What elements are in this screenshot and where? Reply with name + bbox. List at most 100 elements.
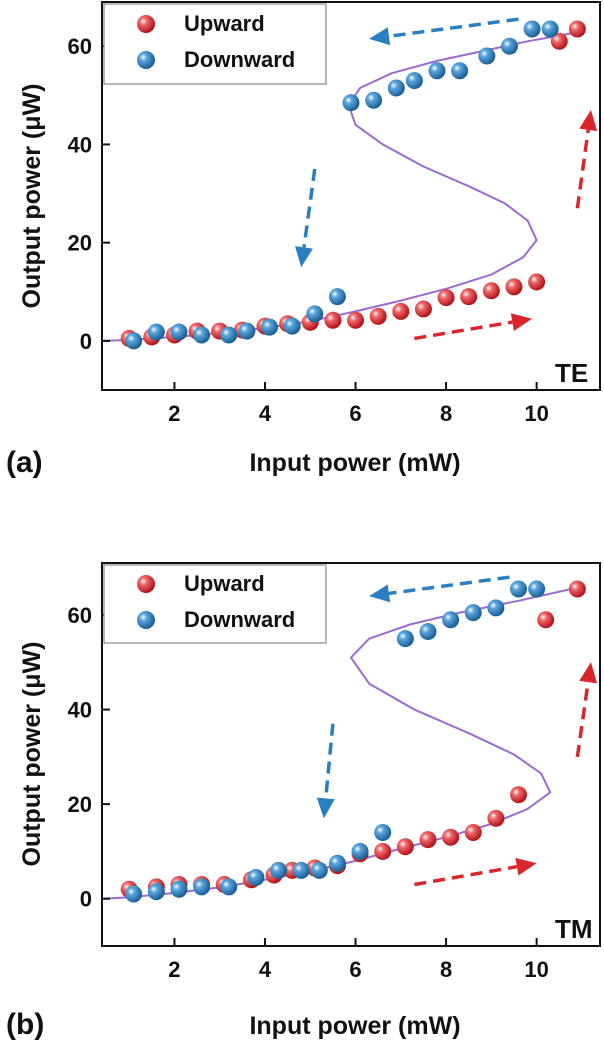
downward-point-12: [387, 79, 405, 97]
upward-point-16: [487, 809, 505, 827]
points-b: [120, 580, 586, 903]
y-tick-label-0: 0: [80, 329, 92, 354]
arrow-shaft-1: [302, 168, 317, 248]
upward-point-15: [460, 288, 478, 306]
x-tick-label-8: 8: [440, 401, 452, 426]
x-tick-label-6: 6: [349, 957, 361, 982]
arrow-head-3: [579, 662, 598, 684]
plot-frame-a: [101, 1, 601, 391]
downward-point-19: [541, 20, 559, 38]
legend-marker-upward-b: [137, 575, 155, 593]
y-axis-label-b: Output power (μW): [18, 642, 46, 867]
downward-point-18: [528, 580, 546, 598]
upward-point-13: [419, 831, 437, 849]
upward-point-17: [505, 278, 523, 296]
y-tick-label-20: 20: [68, 792, 92, 817]
arrow-head-0: [369, 27, 391, 46]
x-tick-label-8: 8: [440, 957, 452, 982]
downward-point-0: [125, 885, 143, 903]
arrow-head-1: [295, 246, 313, 268]
x-axis-b: 2 4 6 8 10: [168, 938, 549, 982]
arrow-shaft-3: [575, 129, 590, 209]
downward-point-2: [170, 880, 188, 898]
panel-b: 2 4 6 8 10 0 20 40 60 Upward Downward TM Input …: [6, 562, 601, 1041]
downward-point-6: [261, 318, 279, 336]
downward-point-16: [487, 599, 505, 617]
upward-point-15: [464, 824, 482, 842]
x-tick-label-2: 2: [168, 957, 180, 982]
arrow-shaft-1: [324, 723, 335, 799]
y-tick-label-60: 60: [68, 603, 92, 628]
points-a: [120, 20, 586, 350]
y-tick-label-40: 40: [68, 132, 92, 157]
x-axis-label-a: Input power (mW): [249, 449, 460, 477]
downward-point-17: [500, 37, 518, 55]
downward-point-13: [405, 72, 423, 90]
downward-point-5: [247, 868, 265, 886]
downward-point-3: [193, 326, 211, 344]
downward-point-8: [306, 305, 324, 323]
downward-point-7: [283, 317, 301, 335]
downward-point-14: [428, 62, 446, 80]
x-axis-a: 2 4 6 8 10: [168, 382, 549, 426]
arrow-shaft-0: [388, 17, 519, 38]
downward-point-4: [220, 326, 238, 344]
downward-point-10: [342, 94, 360, 112]
legend-label-upward-b: Upward: [184, 571, 265, 596]
legend-marker-upward-a: [137, 15, 155, 33]
y-axis-a: 0 20 40 60: [68, 34, 110, 354]
upward-point-9: [324, 311, 342, 329]
arrow-head-2: [510, 313, 533, 331]
downward-point-11: [374, 824, 392, 842]
x-tick-label-4: 4: [259, 401, 272, 426]
legend-b: Upward Downward: [103, 564, 327, 644]
x-tick-label-4: 4: [259, 957, 272, 982]
upward-point-20: [568, 20, 586, 38]
x-tick-label-2: 2: [168, 401, 180, 426]
upward-point-19: [550, 32, 568, 50]
legend-a: Upward Downward: [103, 3, 327, 85]
panel-label-b: (b): [6, 1008, 44, 1041]
downward-point-0: [125, 332, 143, 350]
downward-point-16: [478, 47, 496, 65]
arrow-head-0: [369, 584, 391, 603]
legend-label-downward-a: Downward: [184, 47, 295, 72]
downward-point-10: [351, 842, 369, 860]
x-tick-label-6: 6: [349, 401, 361, 426]
downward-point-3: [193, 878, 211, 896]
arrow-head-3: [579, 110, 598, 132]
legend-marker-downward-a: [137, 51, 155, 69]
y-axis-b: 0 20 40 60: [68, 603, 110, 912]
downward-point-14: [442, 611, 460, 629]
x-tick-label-10: 10: [524, 401, 548, 426]
upward-point-12: [392, 302, 410, 320]
upward-point-16: [482, 282, 500, 300]
downward-point-17: [510, 580, 528, 598]
downward-point-11: [365, 91, 383, 109]
downward-point-1: [147, 323, 165, 341]
mode-label-a: TE: [555, 358, 588, 388]
upward-point-19: [568, 580, 586, 598]
downward-point-8: [310, 861, 328, 879]
panel-a: 2 4 6 8 10 0 20 40 60 Upward Downward TE Input …: [6, 1, 601, 479]
upward-point-11: [374, 842, 392, 860]
y-tick-label-0: 0: [80, 887, 92, 912]
arrow-head-2: [515, 857, 537, 876]
downward-point-4: [220, 878, 238, 896]
upward-point-10: [347, 311, 365, 329]
arrow-head-1: [316, 797, 335, 819]
arrow-shaft-2: [414, 864, 518, 887]
downward-point-15: [451, 62, 469, 80]
y-tick-label-60: 60: [68, 34, 92, 59]
downward-point-6: [270, 861, 288, 879]
x-axis-label-b: Input power (mW): [249, 1012, 460, 1040]
upward-point-17: [510, 786, 528, 804]
legend-label-upward-a: Upward: [184, 11, 265, 36]
downward-point-9: [328, 854, 346, 872]
arrow-shaft-3: [575, 681, 590, 758]
y-tick-label-40: 40: [68, 698, 92, 723]
arrow-shaft-2: [414, 320, 513, 341]
upward-point-14: [442, 828, 460, 846]
upward-point-12: [396, 838, 414, 856]
